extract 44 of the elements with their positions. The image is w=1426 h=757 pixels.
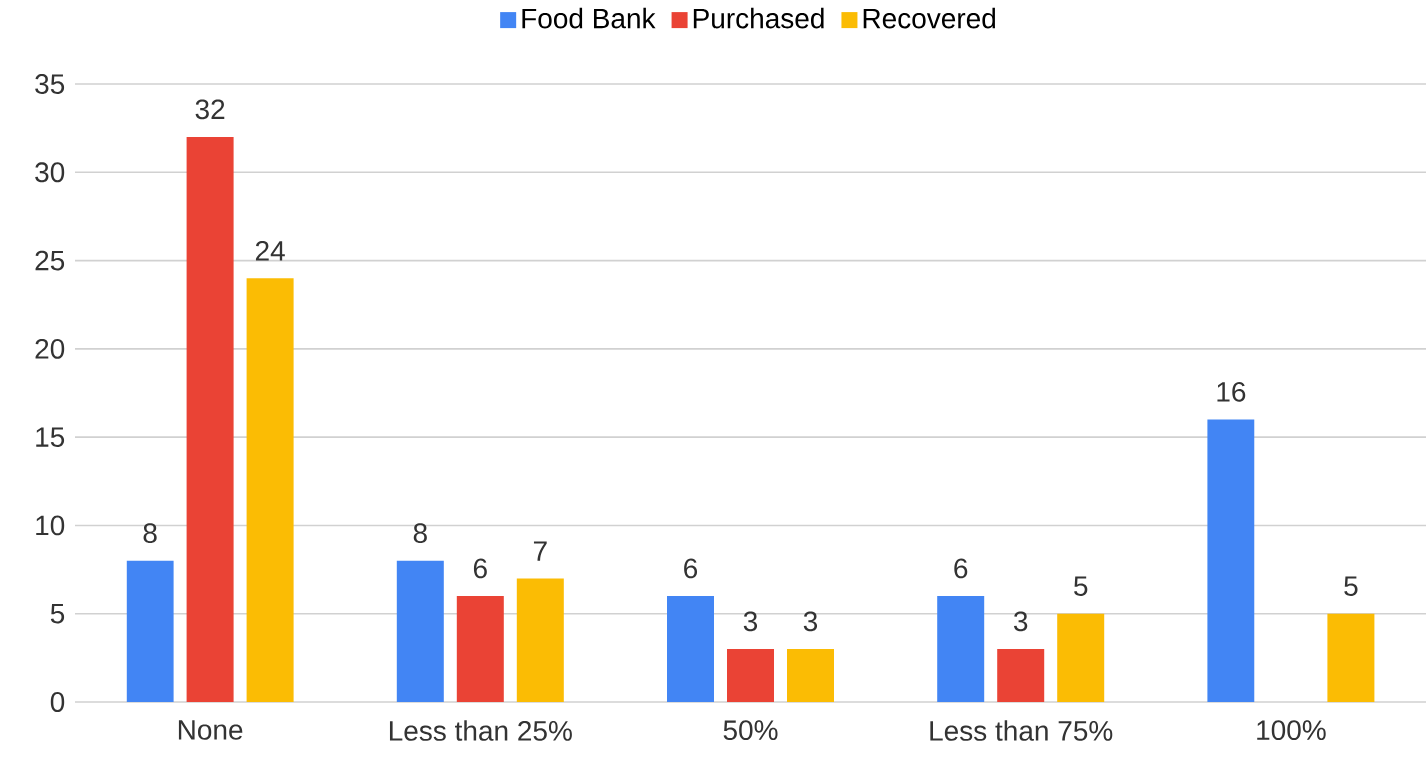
data-label: 16 [1217, 381, 1246, 402]
data-label: 3 [803, 611, 818, 632]
legend-label: Food Bank [522, 7, 656, 29]
data-label: 24 [255, 240, 285, 261]
data-label: 3 [1013, 611, 1028, 632]
y-tick-label: 5 [50, 603, 65, 624]
data-label: 6 [684, 558, 698, 579]
data-label: 8 [143, 523, 157, 544]
data-label: 6 [954, 558, 968, 579]
y-tick-label: 30 [35, 162, 65, 183]
data-label: 6 [473, 558, 487, 579]
x-tick-label: None [178, 720, 243, 740]
bar [1207, 419, 1255, 702]
legend-label: Recovered [863, 7, 996, 29]
data-label: 32 [195, 99, 225, 120]
y-tick-label: 0 [50, 692, 65, 712]
bar [516, 578, 564, 702]
x-tick-label: 50% [723, 720, 778, 741]
bar [787, 649, 834, 702]
bar [456, 596, 504, 702]
y-tick-label: 20 [35, 338, 65, 359]
bar [246, 278, 294, 702]
bar [997, 649, 1045, 702]
y-tick-label: 15 [36, 427, 65, 447]
bar [1327, 613, 1375, 702]
bar [727, 649, 774, 702]
x-tick-label: Less than 75% [930, 720, 1113, 741]
y-tick-label: 10 [36, 515, 65, 536]
data-label: 5 [1074, 576, 1088, 596]
data-label: 7 [533, 541, 547, 561]
x-tick-label: 100% [1257, 720, 1326, 741]
data-label: 5 [1344, 576, 1358, 596]
data-label: 3 [743, 611, 758, 632]
x-tick-label: Less than 25% [389, 720, 572, 741]
legend-label: Purchased [693, 7, 824, 29]
bar [126, 560, 174, 702]
bar [667, 596, 715, 702]
bar [1057, 613, 1105, 702]
bar [186, 136, 234, 702]
bar [937, 596, 985, 702]
bar [396, 560, 444, 702]
data-label: 8 [413, 523, 427, 544]
y-tick-label: 35 [35, 74, 65, 94]
y-tick-label: 25 [35, 250, 65, 271]
